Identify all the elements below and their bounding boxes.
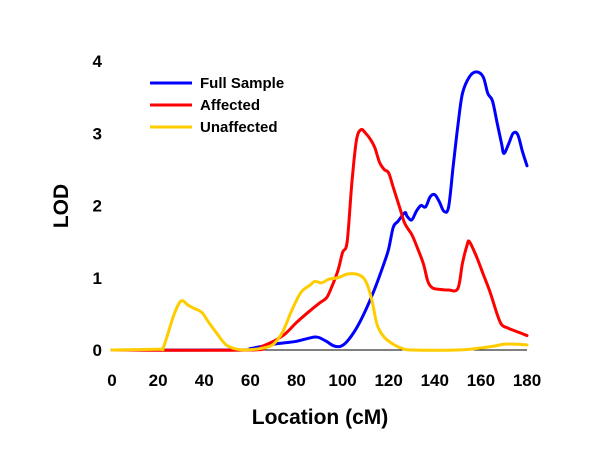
legend: Full Sample Affected Unaffected (150, 75, 284, 136)
y-tick-label: 4 (93, 52, 103, 71)
x-tick-label: 60 (241, 371, 260, 390)
x-tick-label: 100 (328, 371, 356, 390)
legend-label-affected: Affected (200, 97, 260, 114)
y-tick-label: 1 (93, 269, 102, 288)
x-tick-label: 180 (513, 371, 541, 390)
series-line-full-sample (110, 70, 529, 352)
x-tick-label: 40 (195, 371, 214, 390)
x-tick-label: 120 (374, 371, 402, 390)
series-line-unaffected (110, 272, 529, 352)
x-tick-label: 0 (107, 371, 116, 390)
y-tick-label: 0 (93, 341, 102, 360)
y-tick-label: 3 (93, 124, 102, 143)
series-line-affected (110, 127, 529, 352)
x-tick-label: 80 (287, 371, 306, 390)
x-tick-label: 20 (149, 371, 168, 390)
x-tick-label: 140 (421, 371, 449, 390)
y-axis-title: LOD (50, 184, 73, 228)
x-axis-title: Location (cM) (252, 406, 389, 429)
legend-label-unaffected: Unaffected (200, 119, 278, 136)
x-tick-label: 160 (467, 371, 495, 390)
series-layer (110, 70, 529, 352)
legend-label-full-sample: Full Sample (200, 75, 284, 92)
y-tick-label: 2 (93, 197, 102, 216)
